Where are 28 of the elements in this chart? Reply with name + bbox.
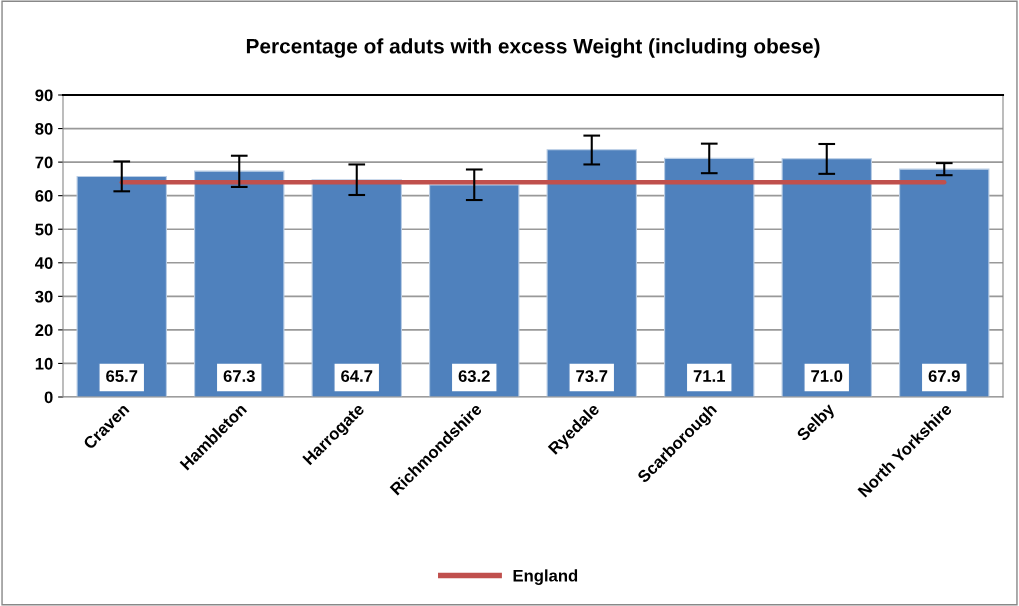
bar (899, 168, 990, 397)
bar (429, 184, 520, 397)
bar (546, 149, 637, 397)
y-tick-label: 50 (35, 223, 53, 236)
data-label: 64.7 (341, 370, 373, 382)
y-tick-label: 40 (34, 257, 53, 269)
data-label: 65.7 (106, 370, 138, 382)
bar (664, 157, 755, 397)
data-label: 71.0 (811, 370, 843, 382)
y-tick-label: 10 (35, 357, 53, 370)
data-label: 63.2 (458, 370, 490, 382)
y-tick-label: 0 (44, 391, 53, 404)
y-tick-label: 70 (35, 156, 53, 169)
y-tick-label: 60 (35, 190, 53, 202)
y-tick-label: 20 (35, 324, 53, 337)
chart-title: Percentage of aduts with excess Weight (including obese) (246, 38, 820, 58)
data-label: 73.7 (576, 370, 608, 382)
bar (311, 179, 402, 397)
legend-label: England (513, 569, 578, 585)
y-tick-label: 90 (35, 89, 53, 102)
data-label: 71.1 (693, 370, 726, 382)
data-label: 67.9 (928, 370, 960, 382)
y-tick-label: 30 (35, 290, 53, 303)
bar (76, 175, 167, 397)
bar (781, 158, 872, 397)
bar (194, 170, 285, 397)
data-label: 67.3 (223, 370, 255, 382)
y-tick-label: 80 (35, 122, 53, 135)
